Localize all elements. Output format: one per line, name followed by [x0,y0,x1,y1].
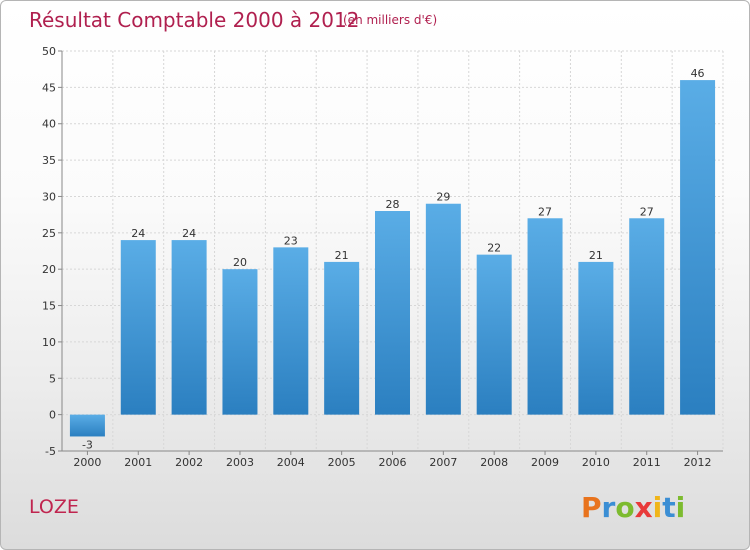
chart-subtitle: (en milliers d'€) [343,13,438,27]
x-tick-label: 2001 [124,456,152,469]
value-label: 46 [691,67,705,80]
x-tick-label: 2000 [73,456,101,469]
value-label: 24 [182,227,196,240]
proxiti-logo[interactable]: Proxiti [581,491,685,524]
x-tick-label: 2004 [277,456,305,469]
axis-layer: -5 0 5 10 15 20 25 30 35 40 45 50 2000 2001 2002 2003 20… [42,45,723,469]
bar-2002[interactable] [171,240,207,415]
y-tick-label: 35 [42,154,56,167]
bar-2006[interactable] [375,211,410,415]
y-tick-label: 0 [49,409,56,422]
value-label: 27 [538,205,552,218]
chart-title: Résultat Comptable 2000 à 2012 [29,8,360,32]
bar-2012[interactable] [680,80,716,415]
y-tick-label: 20 [42,263,56,276]
y-tick-label: 50 [42,45,56,58]
value-label: 27 [640,205,654,218]
bar-2000[interactable] [69,414,105,437]
logo-letter: r [601,491,616,524]
x-tick-label: 2002 [175,456,203,469]
bar-2001[interactable] [120,240,156,415]
x-tick-label: 2012 [684,456,712,469]
bar-2004[interactable] [273,247,309,415]
x-tick-label: 2009 [531,456,559,469]
value-label: 29 [436,191,450,204]
commune-name: LOZE [29,496,79,518]
logo-letter: o [615,491,635,524]
x-tick-label: 2003 [226,456,254,469]
value-label: 20 [233,256,247,269]
logo-letter: i [675,491,686,524]
logo-letter: t [662,491,676,524]
value-label: 24 [131,227,145,240]
bar-2007[interactable] [425,203,461,415]
value-label: 21 [589,249,603,262]
label-layer: -3 24 24 20 23 21 28 29 22 27 21 27 46 [82,67,705,451]
y-tick-label: 15 [42,300,56,313]
y-tick-label: 30 [42,190,56,203]
y-tick-label: 25 [42,227,56,240]
logo-letter: P [581,491,602,524]
bar-2009[interactable] [527,218,563,415]
logo-letter: x [634,491,653,524]
value-label: 28 [386,198,400,211]
value-label: -3 [82,438,93,451]
bar-2005[interactable] [324,261,360,415]
x-tick-label: 2006 [379,456,407,469]
y-tick-label: -5 [45,445,56,458]
y-tick-label: 10 [42,336,56,349]
bar-layer [69,80,716,437]
bar-2008[interactable] [476,254,512,415]
y-tick-label: 5 [49,372,56,385]
y-tick-label: 45 [42,81,56,94]
bar-2003[interactable] [222,269,258,415]
value-label: 22 [487,242,501,255]
logo-letter: i [652,491,663,524]
bar-2011[interactable] [629,218,665,415]
value-label: 21 [335,249,349,262]
x-tick-label: 2010 [582,456,610,469]
value-label: 23 [284,234,298,247]
x-tick-label: 2011 [633,456,661,469]
bar-2010[interactable] [578,261,614,415]
x-tick-label: 2005 [328,456,356,469]
x-tick-label: 2007 [429,456,457,469]
x-tick-label: 2008 [480,456,508,469]
y-tick-label: 40 [42,118,56,131]
